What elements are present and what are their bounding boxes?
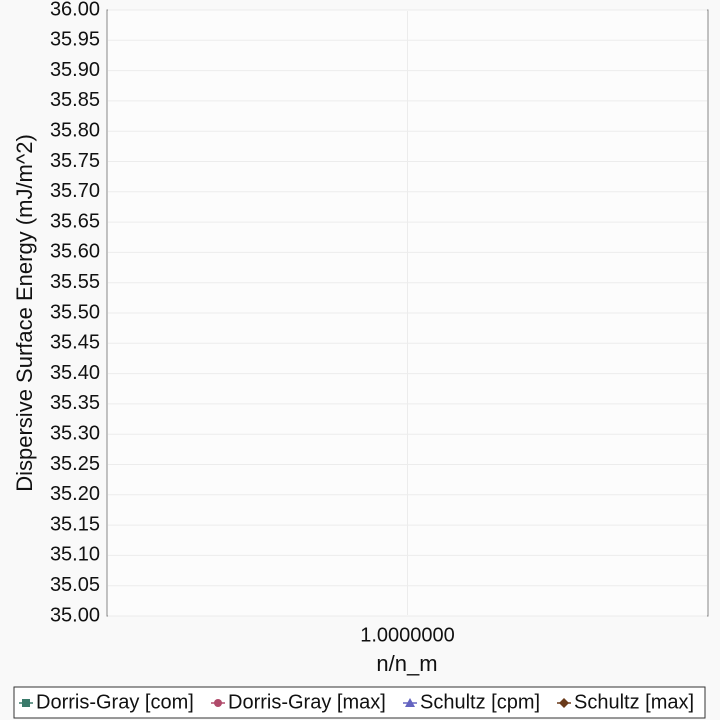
legend-label: Schultz [max] [574,691,694,713]
y-tick-label: 35.30 [50,422,100,444]
y-tick-label: 35.15 [50,513,100,535]
y-tick-label: 35.80 [50,119,100,141]
legend-label: Schultz [cpm] [420,691,540,713]
y-tick-label: 35.35 [50,392,100,414]
y-tick-label: 35.05 [50,574,100,596]
y-tick-label: 35.20 [50,483,100,505]
y-axis-label: Dispersive Surface Energy (mJ/m^2) [12,134,37,492]
y-tick-label: 35.25 [50,453,100,475]
legend-marker [22,699,30,707]
x-axis-label: n/n_m [376,651,437,676]
y-tick-label: 35.55 [50,271,100,293]
legend-marker [214,699,222,707]
y-tick-label: 35.10 [50,544,100,566]
y-tick-label: 35.95 [50,29,100,51]
y-tick-label: 35.85 [50,89,100,111]
y-tick-label: 36.00 [50,0,100,20]
y-tick-label: 35.90 [50,59,100,81]
y-tick-label: 35.65 [50,210,100,232]
y-tick-label: 35.00 [50,604,100,626]
legend-marker [559,698,569,708]
y-tick-label: 35.60 [50,241,100,263]
y-tick-label: 35.75 [50,150,100,172]
y-tick-label: 35.70 [50,180,100,202]
legend-label: Dorris-Gray [com] [36,691,194,713]
y-tick-label: 35.40 [50,362,100,384]
legend-marker [405,698,415,707]
y-tick-label: 35.50 [50,301,100,323]
legend-label: Dorris-Gray [max] [228,691,386,713]
y-tick-label: 35.45 [50,332,100,354]
legend [13,686,706,719]
x-tick-label: 1.0000000 [360,624,455,646]
